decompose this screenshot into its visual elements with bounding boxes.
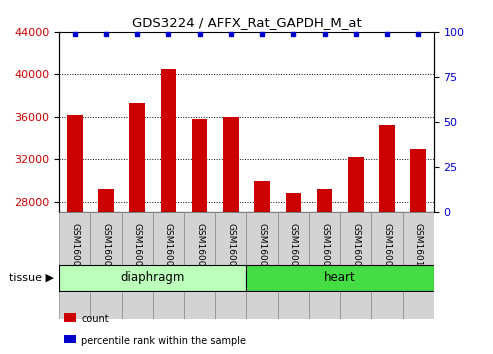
Bar (246, 212, 278, 319)
Text: GSM160090: GSM160090 (102, 223, 110, 278)
Bar (317, 189, 332, 212)
Bar (192, 119, 208, 212)
Bar (309, 212, 340, 319)
Text: percentile rank within the sample: percentile rank within the sample (81, 336, 246, 346)
Text: heart: heart (324, 271, 356, 284)
Text: GSM160094: GSM160094 (226, 223, 235, 278)
Text: tissue ▶: tissue ▶ (9, 272, 54, 282)
Bar (67, 115, 83, 212)
Bar (184, 212, 215, 319)
Text: GSM160096: GSM160096 (289, 223, 298, 278)
Bar (122, 212, 153, 319)
Bar (371, 212, 403, 319)
Text: GSM160093: GSM160093 (195, 223, 204, 278)
Text: GSM160091: GSM160091 (133, 223, 141, 278)
Bar (223, 117, 239, 212)
Bar (254, 181, 270, 212)
Bar (410, 149, 426, 212)
Bar (379, 125, 395, 212)
Text: GSM160098: GSM160098 (352, 223, 360, 278)
Bar (129, 103, 145, 212)
Title: GDS3224 / AFFX_Rat_GAPDH_M_at: GDS3224 / AFFX_Rat_GAPDH_M_at (132, 16, 361, 29)
Text: GSM160095: GSM160095 (258, 223, 267, 278)
Bar (59, 265, 246, 291)
Text: diaphragm: diaphragm (121, 271, 185, 284)
Bar (278, 212, 309, 319)
Bar (215, 212, 246, 319)
Text: GSM160099: GSM160099 (383, 223, 391, 278)
Bar (90, 212, 122, 319)
Bar (348, 157, 363, 212)
Text: GSM160097: GSM160097 (320, 223, 329, 278)
Bar (59, 212, 90, 319)
Bar (246, 265, 434, 291)
Bar (340, 212, 371, 319)
Bar (153, 212, 184, 319)
Bar (285, 193, 301, 212)
Text: count: count (81, 314, 109, 324)
Bar (161, 69, 176, 212)
Text: GSM160092: GSM160092 (164, 223, 173, 278)
Text: GSM160089: GSM160089 (70, 223, 79, 278)
Bar (403, 212, 434, 319)
Text: GSM160100: GSM160100 (414, 223, 423, 278)
Bar (98, 189, 114, 212)
